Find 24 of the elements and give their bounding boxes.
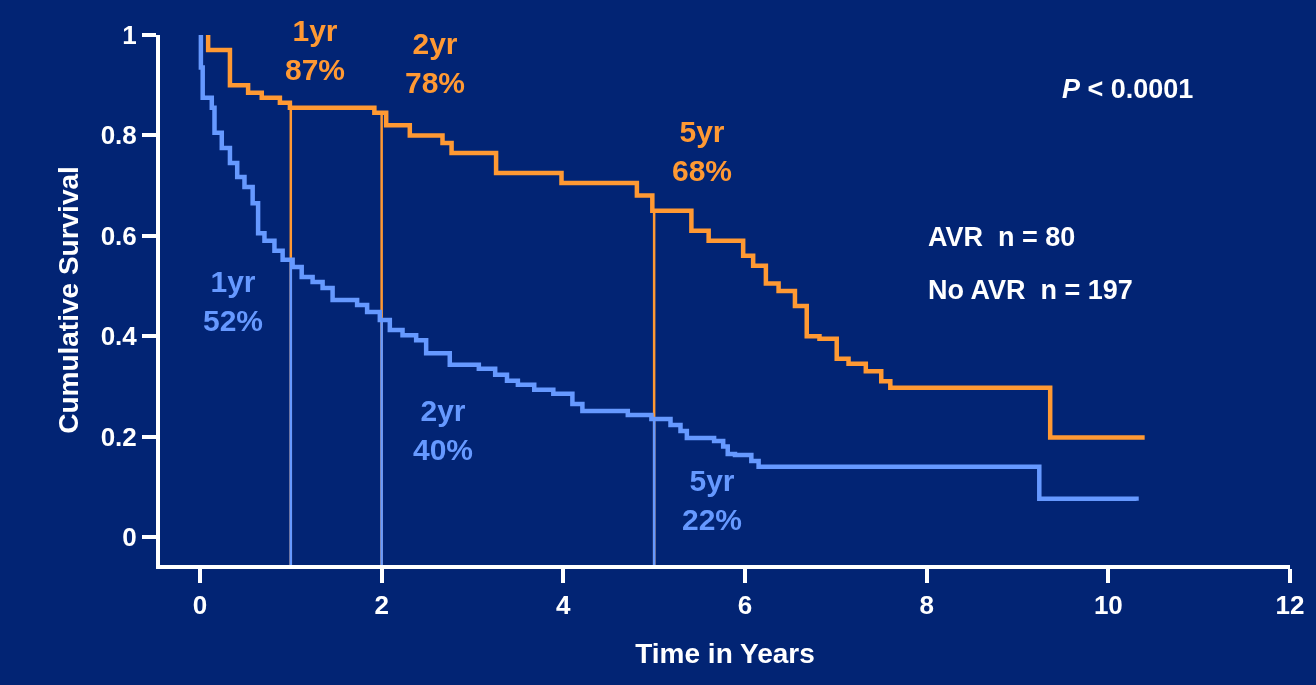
- annotation: 1yr 87%: [285, 14, 346, 86]
- annotation: 5yr 68%: [672, 115, 733, 187]
- x-tick-label: 2: [374, 590, 389, 621]
- y-axis-title: Cumulative Survival: [52, 166, 84, 434]
- x-tick-label: 4: [556, 590, 572, 621]
- annotation: 2yr 78%: [405, 27, 466, 99]
- y-tick-label: 0: [122, 521, 137, 552]
- x-tick-label: 10: [1093, 590, 1123, 621]
- annotation: No AVR n = 197: [928, 275, 1133, 305]
- x-tick-label: 6: [737, 590, 753, 621]
- annotation: P < 0.0001: [1062, 74, 1194, 104]
- x-tick-label: 8: [919, 590, 934, 621]
- annotation: 1yr 52%: [203, 265, 264, 337]
- y-tick-label: 0.8: [100, 120, 137, 151]
- annotation: 2yr 40%: [413, 394, 474, 466]
- y-tick-label: 0.6: [100, 220, 137, 251]
- y-tick-label: 0.4: [100, 321, 138, 352]
- x-axis-title: Time in Years: [635, 637, 815, 669]
- y-tick-label: 0.2: [100, 421, 137, 452]
- annotation: AVR n = 80: [928, 222, 1076, 252]
- annotation: 5yr 22%: [682, 464, 743, 536]
- x-tick-label: 12: [1275, 590, 1305, 621]
- y-tick-label: 1: [122, 20, 137, 51]
- x-tick-label: 0: [192, 590, 208, 621]
